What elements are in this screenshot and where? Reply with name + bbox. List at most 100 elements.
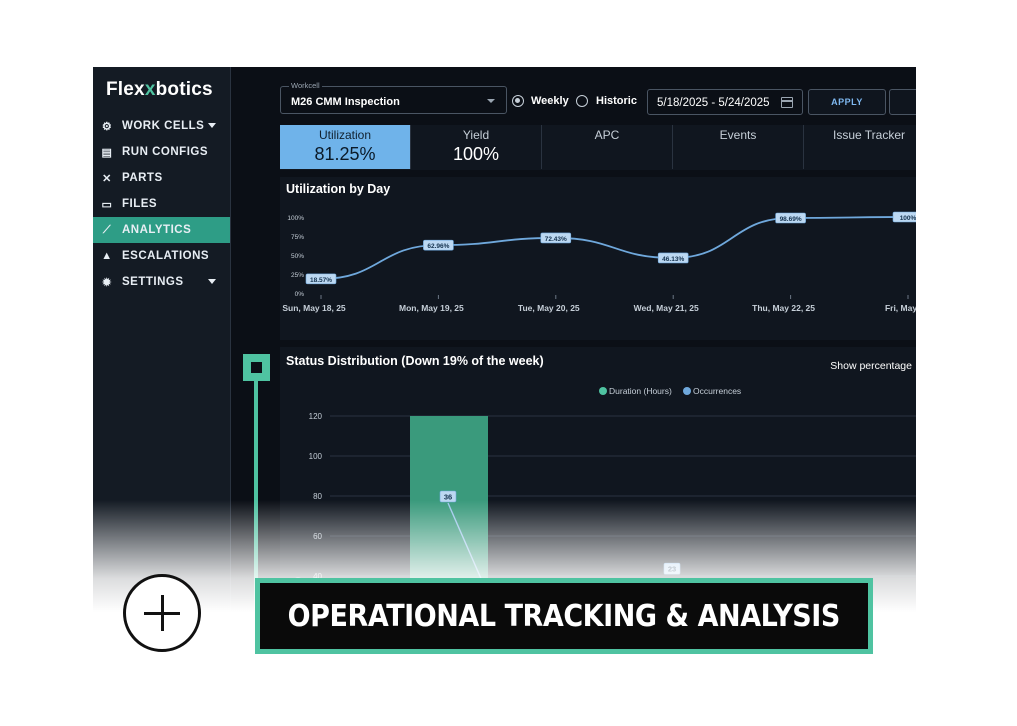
sidebar-item-label: FILES (122, 198, 158, 210)
trend-icon: ⟋ (102, 223, 112, 236)
data-label: 23 (663, 562, 681, 575)
radio-weekly[interactable] (512, 95, 524, 107)
chevron-down-icon (208, 123, 216, 128)
data-label-box (775, 212, 806, 224)
x-tick-label: Sun, May 18, 25 (282, 303, 346, 313)
tab-value: 100% (452, 144, 500, 164)
app-window: Flexxbotics ⚙ WORK CELLS ▤ RUN CONFIGS ✕ PART… (93, 67, 916, 612)
apply-button[interactable]: APPLY (808, 89, 886, 115)
data-label-box (423, 239, 454, 251)
tab-issue-tracker[interactable]: Issue Tracker (804, 125, 916, 169)
chevron-down-icon (208, 279, 216, 284)
sidebar-item-label: ANALYTICS (122, 224, 192, 236)
date-range-picker[interactable]: 5/18/2025 - 5/24/2025 (647, 89, 803, 115)
radio-historic[interactable] (576, 95, 588, 107)
document-icon: ▤ (101, 146, 113, 159)
tab-yield[interactable]: Yield 100% (411, 125, 542, 169)
radio-weekly-label[interactable]: Weekly (531, 95, 569, 107)
sidebar: Flexxbotics ⚙ WORK CELLS ▤ RUN CONFIGS ✕ PART… (93, 67, 230, 612)
chevron-down-icon (487, 99, 495, 103)
y-tick-label: 75% (291, 234, 304, 241)
data-label-text: 98.69% (780, 216, 802, 223)
x-tick-label: Mon, May 19, 25 (399, 303, 464, 313)
sidebar-item-label: WORK CELLS (122, 120, 205, 132)
tab-label: Utilization (318, 128, 372, 142)
y-tick-label: 100% (287, 215, 304, 222)
x-tick-label: Thu, May 22, 25 (752, 303, 815, 313)
data-label-text: 18.57% (310, 277, 332, 284)
data-label-box (892, 211, 916, 223)
legend-swatch (599, 387, 607, 395)
legend-label: Occurrences (693, 386, 741, 396)
secondary-button[interactable] (889, 89, 916, 115)
data-label: 100% (892, 211, 916, 223)
gear-icon: ✹ (102, 276, 112, 289)
tools-icon: ✕ (102, 172, 112, 185)
tab-utilization[interactable]: Utilization 81.25% (280, 125, 411, 169)
sidebar-item-parts[interactable]: ✕ PARTS (93, 165, 230, 191)
utilization-line-chart: 0% 25% 50% 75% 100% 18.57% Sun, May 18, 25 62.9… (282, 211, 916, 313)
tab-label: APC (594, 128, 620, 142)
workcell-select[interactable]: Workcell M26 CMM Inspection (280, 81, 507, 114)
y-tick-label: 25% (291, 272, 304, 279)
y-tick-label: 60 (313, 532, 322, 541)
tab-events[interactable]: Events (673, 125, 804, 169)
data-label-box (657, 252, 689, 264)
date-range-value: 5/18/2025 - 5/24/2025 (657, 97, 770, 109)
radio-historic-label[interactable]: Historic (596, 95, 637, 107)
plus-icon[interactable] (123, 574, 201, 652)
robot-arm-icon: ⚙ (101, 120, 113, 133)
tab-label: Events (719, 128, 757, 142)
tab-apc[interactable]: APC (542, 125, 673, 169)
chart-legend: Duration (Hours) Occurrences (599, 386, 741, 396)
logo-part-c: botics (155, 79, 213, 100)
data-label: 36 (439, 490, 457, 503)
folder-icon: ▭ (101, 198, 113, 211)
y-tick-label: 0% (295, 291, 305, 298)
data-label-text: 100% (900, 215, 916, 222)
banner-text: OPERATIONAL TRACKING & ANALYSIS (287, 598, 841, 634)
data-label-text: 72.43% (545, 236, 567, 243)
tab-label: Yield (462, 128, 490, 142)
data-label: 18.57% (305, 273, 337, 285)
workcell-value: M26 CMM Inspection (291, 96, 400, 108)
warning-icon: ▲ (101, 250, 113, 262)
sidebar-item-analytics[interactable]: ⟋ ANALYTICS (93, 217, 230, 243)
flexxbotics-logo: Flexxbotics (106, 79, 213, 101)
utilization-title: Utilization by Day (286, 182, 391, 196)
data-label-text: 46.13% (662, 256, 684, 263)
y-tick-label: 100 (309, 452, 323, 461)
logo-part-a: Flex (106, 79, 145, 100)
feature-banner: OPERATIONAL TRACKING & ANALYSIS (255, 578, 873, 654)
sidebar-item-work-cells[interactable]: ⚙ WORK CELLS (93, 113, 230, 139)
status-title: Status Distribution (Down 19% of the wee… (286, 354, 544, 368)
status-panel: Status Distribution (Down 19% of the wee… (280, 347, 916, 612)
y-tick-label: 50% (291, 253, 304, 260)
tab-value: 81.25% (314, 144, 376, 164)
sidebar-item-settings[interactable]: ✹ SETTINGS (93, 269, 230, 295)
tab-label: Issue Tracker (832, 128, 906, 142)
x-tick-label: Fri, May (885, 303, 916, 313)
data-label-box (305, 273, 337, 285)
sidebar-item-label: SETTINGS (122, 276, 184, 288)
metric-tabs: Utilization 81.25% Yield 100% APC Events Issue… (280, 125, 916, 170)
sidebar-item-run-configs[interactable]: ▤ RUN CONFIGS (93, 139, 230, 165)
sidebar-item-label: PARTS (122, 172, 163, 184)
banner-inner: OPERATIONAL TRACKING & ANALYSIS (260, 583, 868, 649)
calendar-icon[interactable] (781, 97, 793, 108)
timeline-line (254, 381, 258, 612)
sidebar-item-escalations[interactable]: ▲ ESCALATIONS (93, 243, 230, 269)
logo-part-b: x (144, 79, 156, 100)
data-label-box (540, 232, 572, 244)
sidebar-item-files[interactable]: ▭ FILES (93, 191, 230, 217)
y-tick-label: 80 (313, 492, 322, 501)
utilization-series-line (320, 216, 909, 280)
legend-label: Duration (Hours) (609, 386, 672, 396)
sidebar-item-label: ESCALATIONS (122, 250, 210, 262)
status-bar-chart: Duration (Hours)Occurrences406080100120D… (295, 386, 916, 612)
utilization-panel: Utilization by Day 0% 25% 50% 75% 100% 18.57%… (280, 177, 916, 340)
sidebar-divider (230, 67, 231, 612)
sidebar-nav: ⚙ WORK CELLS ▤ RUN CONFIGS ✕ PARTS ▭ FILES ⟋ ANAL… (93, 113, 230, 295)
show-percentage-toggle[interactable]: Show percentage (830, 360, 912, 372)
data-label: 62.96% (423, 239, 454, 251)
